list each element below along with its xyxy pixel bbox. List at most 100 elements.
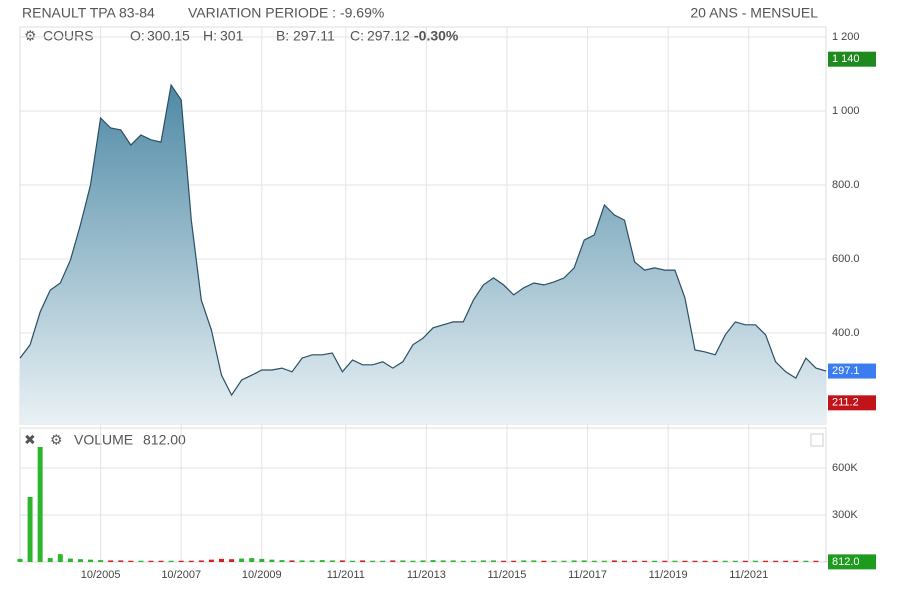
legend-label: B: [276,28,289,44]
volume-bar [712,560,718,562]
y-tick-label: 600.0 [832,253,860,265]
volume-bar [88,559,94,562]
close-icon[interactable]: ✖ [24,432,36,448]
x-tick-label: 11/2015 [487,569,526,581]
volume-bar [662,560,668,562]
volume-bar [229,559,235,562]
volume-bar [460,560,466,562]
volume-bar [763,560,769,562]
value-marker-label: 297.1 [832,365,860,377]
volume-panel [19,427,827,563]
volume-bar [803,560,809,562]
volume-bar [470,560,476,562]
checkbox[interactable] [810,433,824,447]
volume-bar [783,560,789,562]
variation: VARIATION PERIODE : -9.69% [188,5,384,21]
value-marker [828,395,876,411]
volume-bar [531,560,537,562]
volume-bar [511,560,517,562]
legend-name: COURS [43,28,94,44]
volume-bar [178,560,184,562]
settings-icon[interactable]: ⚙ [50,432,63,448]
x-tick-label: 11/2017 [568,569,607,581]
volume-bar [732,560,738,562]
volume-bar [813,560,819,562]
volume-bar [400,560,406,562]
volume-bar [208,559,214,562]
volume-bar [722,560,728,562]
volume-bar [309,560,315,562]
volume-bar [339,560,345,562]
volume-bar [692,560,698,562]
x-tick-label: 10/2005 [81,569,121,581]
volume-bar [450,560,456,562]
volume-bar [410,560,416,562]
volume-bar [551,560,557,562]
legend-value: 297.11 [293,28,335,44]
legend-label: O: [130,28,145,44]
volume-bar [430,560,436,562]
volume-bar [420,560,426,562]
volume-bar [793,560,799,562]
volume-bar [37,446,43,562]
volume-bar [571,560,577,562]
volume-bar [501,560,507,562]
volume-bar [601,560,607,562]
volume-bar [380,560,386,562]
volume-bar [17,558,23,562]
volume-bar [611,560,617,562]
volume-bar [752,560,758,562]
volume-bar [319,560,325,562]
x-tick-label: 10/2007 [161,569,201,581]
volume-bar [682,560,688,562]
x-tick-label: 11/2011 [327,569,365,581]
volume-legend-value: 812.00 [143,432,186,448]
volume-bar [521,560,527,562]
y-tick-label: 800.0 [832,179,860,191]
volume-bar [279,560,285,562]
volume-bar [57,554,63,562]
value-marker-label: 1 140 [832,53,860,65]
volume-bar [742,560,748,562]
price-area [20,85,826,424]
volume-bar [118,560,124,562]
x-tick-label: 11/2021 [729,569,768,581]
period: 20 ANS - MENSUEL [690,5,818,21]
volume-bar [622,560,627,562]
volume-bar [108,560,114,562]
volume-bar [27,496,33,562]
volume-bar [440,560,446,562]
volume-bar [269,559,275,562]
volume-bar [148,560,154,562]
volume-legend: VOLUME [74,432,133,448]
legend-label: H: [203,28,217,44]
volume-bar [652,560,658,562]
volume-bar [168,560,174,562]
volume-bar [138,560,144,562]
price-line [19,83,827,397]
volume-bar [188,560,194,562]
volume-bar [360,560,366,562]
volume-bar [47,558,53,562]
volume-bar [702,560,708,562]
volume-bar [98,560,104,562]
volume-bar [773,560,779,562]
title: RENAULT TPA 83-84 [22,5,155,21]
value-marker [828,51,876,67]
value-marker-label: 812.0 [832,556,860,568]
volume-bar [390,560,396,562]
y-tick-label: 1 000 [832,105,860,117]
value-marker-label: 211.2 [832,397,859,409]
volume-bar [591,560,597,562]
legend-value: 301 [220,28,244,44]
volume-bar [299,560,305,562]
settings-icon[interactable]: ⚙ [24,28,37,44]
x-tick-label: 11/2013 [407,569,446,581]
value-marker [828,363,876,379]
legend-label: C: [350,28,364,44]
y-tick-label: 400.0 [832,327,860,339]
volume-bar [370,560,376,562]
volume-bar [219,558,224,562]
volume-bar [128,560,134,562]
